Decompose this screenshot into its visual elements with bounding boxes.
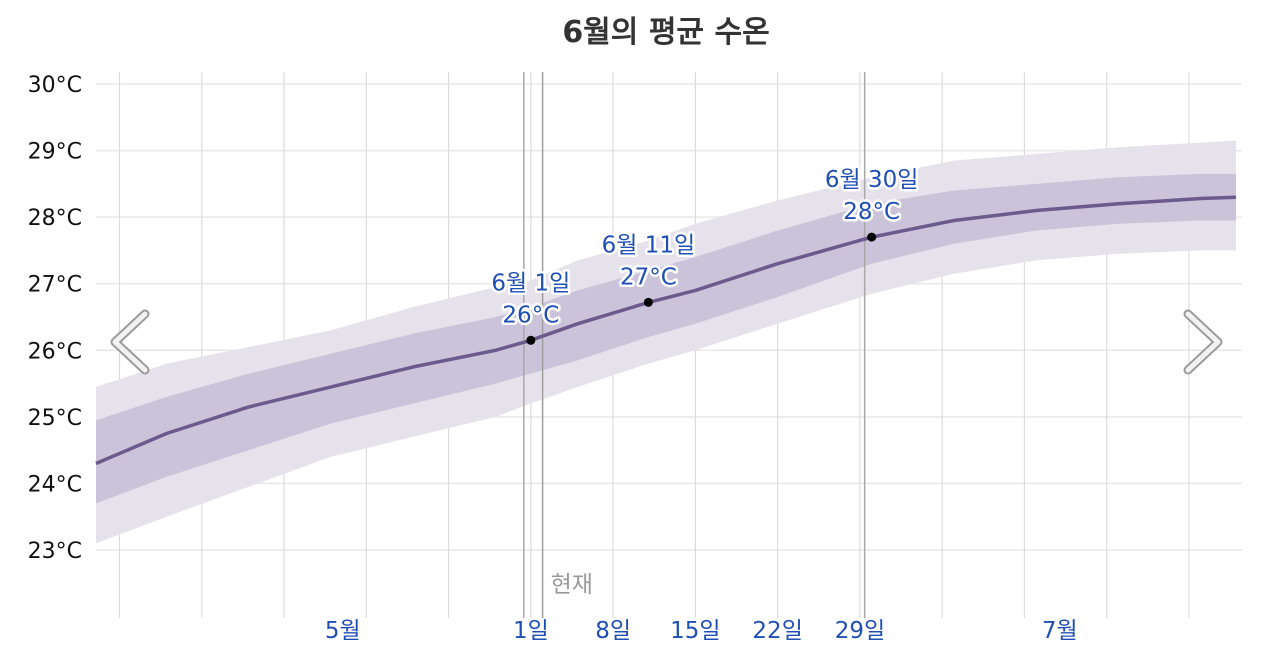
annotation-point — [643, 297, 653, 307]
x-tick-label: 8일 — [595, 618, 631, 644]
x-axis-ticks: 5월 1일 8일 15일 22일 29일 7월 — [325, 618, 1078, 644]
y-tick-label: 29°C — [28, 140, 82, 165]
chevron-left-icon — [110, 309, 150, 375]
x-tick-label: 1일 — [513, 618, 549, 644]
x-tick-label: 15일 — [670, 618, 720, 644]
annotation-date-label: 6월 11일 — [602, 232, 696, 258]
y-tick-label: 23°C — [28, 539, 82, 564]
annotation-points: 6월 1일 26°C 6월 11일 27°C 6월 30일 28°C — [489, 165, 921, 345]
percentile-bands — [96, 140, 1236, 544]
annotation-point — [526, 335, 536, 345]
y-axis-ticks: 30°C 29°C 28°C 27°C 26°C 25°C 24°C 23°C — [28, 73, 82, 564]
annotation-date-label: 6월 1일 — [491, 270, 570, 296]
band-25-75 — [96, 173, 1236, 504]
x-tick-label: 7월 — [1042, 618, 1078, 644]
y-tick-label: 30°C — [28, 73, 82, 98]
annotation-point — [867, 232, 877, 242]
prev-month-button[interactable] — [100, 300, 160, 384]
now-label: 현재 — [551, 572, 593, 598]
y-tick-label: 28°C — [28, 206, 82, 231]
y-tick-label: 26°C — [28, 339, 82, 364]
y-tick-label: 25°C — [28, 406, 82, 431]
current-date-marker: 현재 — [541, 72, 593, 618]
chart-title: 6월의 평균 수온 — [562, 15, 769, 50]
annotation-lines — [523, 72, 866, 618]
y-tick-label: 27°C — [28, 273, 82, 298]
x-tick-label: 29일 — [835, 618, 885, 644]
y-tick-label: 24°C — [28, 472, 82, 497]
annotation-date-label: 6월 30일 — [825, 167, 919, 193]
x-tick-label: 22일 — [752, 618, 802, 644]
annotation-value-label: 27°C — [620, 264, 677, 290]
x-tick-label: 5월 — [325, 618, 361, 644]
annotation-value-label: 26°C — [502, 302, 559, 328]
chevron-right-icon — [1183, 309, 1223, 375]
annotation-value-label: 28°C — [843, 199, 900, 225]
next-month-button[interactable] — [1168, 300, 1228, 384]
